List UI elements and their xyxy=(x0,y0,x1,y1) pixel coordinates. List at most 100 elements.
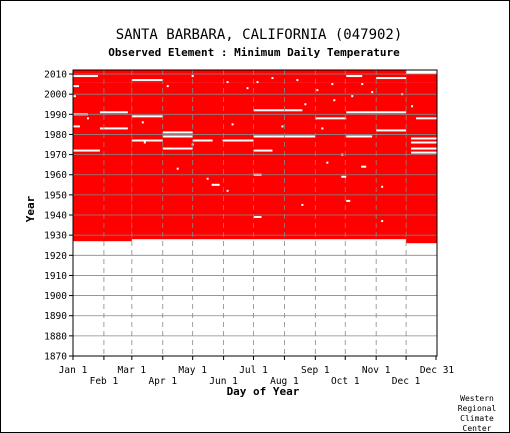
y-tick-label: 1970 xyxy=(44,150,67,161)
x-tick-label: Feb 1 xyxy=(90,376,119,387)
missing-data-line xyxy=(346,75,363,78)
missing-data-line xyxy=(73,149,100,152)
missing-data-dot xyxy=(331,83,334,86)
chart-subtitle: Observed Element : Minimum Daily Tempera… xyxy=(108,46,400,59)
missing-data-dot xyxy=(86,117,89,120)
missing-data-line xyxy=(73,75,98,78)
chart-title: SANTA BARBARA, CALIFORNIA (047902) xyxy=(116,27,403,43)
missing-data-line xyxy=(73,125,80,128)
credit-line: Center xyxy=(463,424,492,432)
missing-data-line xyxy=(315,117,347,120)
missing-data-line xyxy=(376,129,407,132)
y-tick-label: 1880 xyxy=(44,331,67,342)
x-tick-label: Jun 1 xyxy=(209,376,238,387)
y-tick-label: 1980 xyxy=(44,130,67,141)
x-tick-label: Sep 1 xyxy=(301,365,330,376)
missing-data-dot xyxy=(371,91,374,94)
missing-data-line xyxy=(73,85,79,88)
credit-line: Western xyxy=(460,394,494,403)
missing-data-dot xyxy=(231,123,234,126)
missing-data-line xyxy=(99,111,128,114)
missing-data-line xyxy=(131,115,163,118)
observed-block xyxy=(73,82,132,242)
missing-data-dot xyxy=(361,83,364,86)
y-tick-label: 1870 xyxy=(44,352,67,363)
observed-block xyxy=(406,82,437,244)
y-axis-ticks: 1870 1880 1890 1900 1910 1920 1930 1940 1950 1960… xyxy=(44,70,73,363)
x-axis-ticks: Jan 1 Mar 1 May 1 Jul 1 Sep 1 Nov 1 Dec 31 Feb … xyxy=(59,356,455,387)
missing-data-dot xyxy=(281,125,284,128)
x-tick-label: Jan 1 xyxy=(59,365,88,376)
missing-data-line xyxy=(99,127,128,130)
y-tick-label: 2000 xyxy=(44,90,67,101)
missing-data-line xyxy=(416,117,437,120)
x-tick-label: Mar 1 xyxy=(118,365,147,376)
missing-data-line xyxy=(253,216,262,219)
data-coverage-layer xyxy=(73,70,437,244)
missing-data-line xyxy=(411,141,437,144)
missing-data-line xyxy=(211,183,220,186)
y-tick-label: 1890 xyxy=(44,311,67,322)
missing-data-dot xyxy=(351,95,354,98)
observed-block xyxy=(406,74,437,83)
missing-data-line xyxy=(162,147,193,150)
missing-data-dot xyxy=(304,103,307,106)
credit-line: Regional xyxy=(458,404,497,413)
y-tick-label: 1930 xyxy=(44,231,67,242)
missing-data-dot xyxy=(411,105,414,108)
missing-data-line xyxy=(253,149,273,152)
missing-data-line xyxy=(253,135,285,138)
x-tick-label: Nov 1 xyxy=(362,365,391,376)
x-tick-label: Dec 31 xyxy=(420,365,455,376)
missing-data-line xyxy=(131,79,163,82)
missing-data-dot xyxy=(176,167,179,170)
missing-data-line xyxy=(222,139,254,142)
x-tick-label: Oct 1 xyxy=(331,376,360,387)
missing-data-dot xyxy=(141,121,144,124)
missing-data-line xyxy=(341,175,347,178)
y-tick-label: 1910 xyxy=(44,271,67,282)
missing-data-dot xyxy=(226,189,229,192)
missing-data-line xyxy=(192,139,213,142)
missing-data-dot xyxy=(191,75,194,78)
missing-data-dot xyxy=(381,185,384,188)
missing-data-dot xyxy=(256,81,259,84)
missing-data-dot xyxy=(166,85,169,88)
y-tick-label: 1960 xyxy=(44,170,67,181)
y-tick-label: 2010 xyxy=(44,70,67,81)
observed-block xyxy=(131,82,407,240)
y-tick-label: 1920 xyxy=(44,251,67,262)
missing-data-line xyxy=(346,111,407,114)
plot-border xyxy=(72,69,438,357)
y-tick-label: 1940 xyxy=(44,211,67,222)
x-tick-label: Aug 1 xyxy=(270,376,299,387)
missing-data-dot xyxy=(143,141,146,144)
missing-data-line xyxy=(411,151,437,154)
missing-data-line xyxy=(376,77,407,80)
y-tick-label: 1900 xyxy=(44,291,67,302)
missing-data-line xyxy=(361,165,367,168)
missing-data-dot xyxy=(246,87,249,90)
missing-data-dot xyxy=(326,161,329,164)
missing-data-dot xyxy=(296,79,299,82)
y-axis-label: Year xyxy=(24,195,37,222)
missing-data-dot xyxy=(301,203,304,206)
missing-data-line xyxy=(253,109,285,112)
missing-data-dot xyxy=(271,77,274,80)
missing-data-line xyxy=(411,137,437,140)
missing-data-line xyxy=(411,147,437,150)
missing-data-line xyxy=(346,135,373,138)
x-tick-label: Dec 1 xyxy=(392,376,421,387)
observed-block xyxy=(73,70,407,83)
missing-data-dot xyxy=(226,81,229,84)
missing-data-dot xyxy=(333,99,336,102)
missing-data-dot xyxy=(316,89,319,92)
missing-data-line xyxy=(73,95,76,98)
missing-data-dot xyxy=(206,177,209,180)
missing-data-line xyxy=(162,131,193,134)
missing-data-line xyxy=(284,135,316,138)
missing-data-line xyxy=(131,139,163,142)
